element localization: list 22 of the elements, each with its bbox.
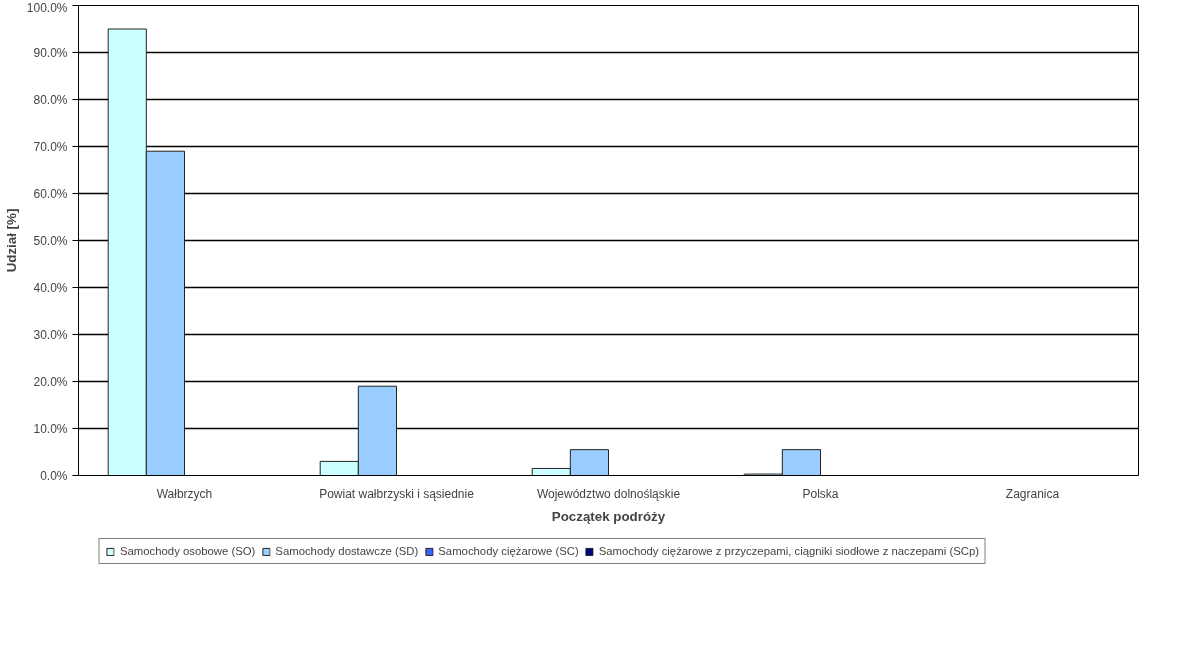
y-tick-label: 60.0% xyxy=(33,186,68,201)
x-tick-label: Zagranica xyxy=(1005,486,1060,501)
y-tick-label: 20.0% xyxy=(33,374,68,389)
y-tick-label: 70.0% xyxy=(33,139,68,154)
legend-label: Samochody ciężarowe (SC) xyxy=(438,545,579,557)
y-tick-label: 10.0% xyxy=(33,421,68,436)
x-tick-label: Wałbrzych xyxy=(156,486,213,501)
x-tick-label: Województwo dolnośląskie xyxy=(536,486,681,501)
y-tick-label: 100.0% xyxy=(26,0,68,15)
legend-label: Samochody dostawcze (SD) xyxy=(275,545,419,557)
y-tick-label: 80.0% xyxy=(33,92,68,107)
legend-label: Samochody ciężarowe z przyczepami, ciągniki siodłowe z naczepami (SCp) xyxy=(598,545,979,557)
x-axis-title: Początek podróży xyxy=(551,508,666,524)
legend-label: Samochody osobowe (SO) xyxy=(119,545,256,557)
y-tick-label: 90.0% xyxy=(33,45,68,60)
y-tick-label: 0.0% xyxy=(40,468,68,483)
y-tick-label: 40.0% xyxy=(33,280,68,295)
y-tick-label: 30.0% xyxy=(33,327,68,342)
y-tick-label: 50.0% xyxy=(33,233,68,248)
x-tick-label: Powiat wałbrzyski i sąsiednie xyxy=(319,486,475,501)
y-axis-title: Udział [%] xyxy=(3,208,19,273)
x-tick-label: Polska xyxy=(802,486,839,501)
